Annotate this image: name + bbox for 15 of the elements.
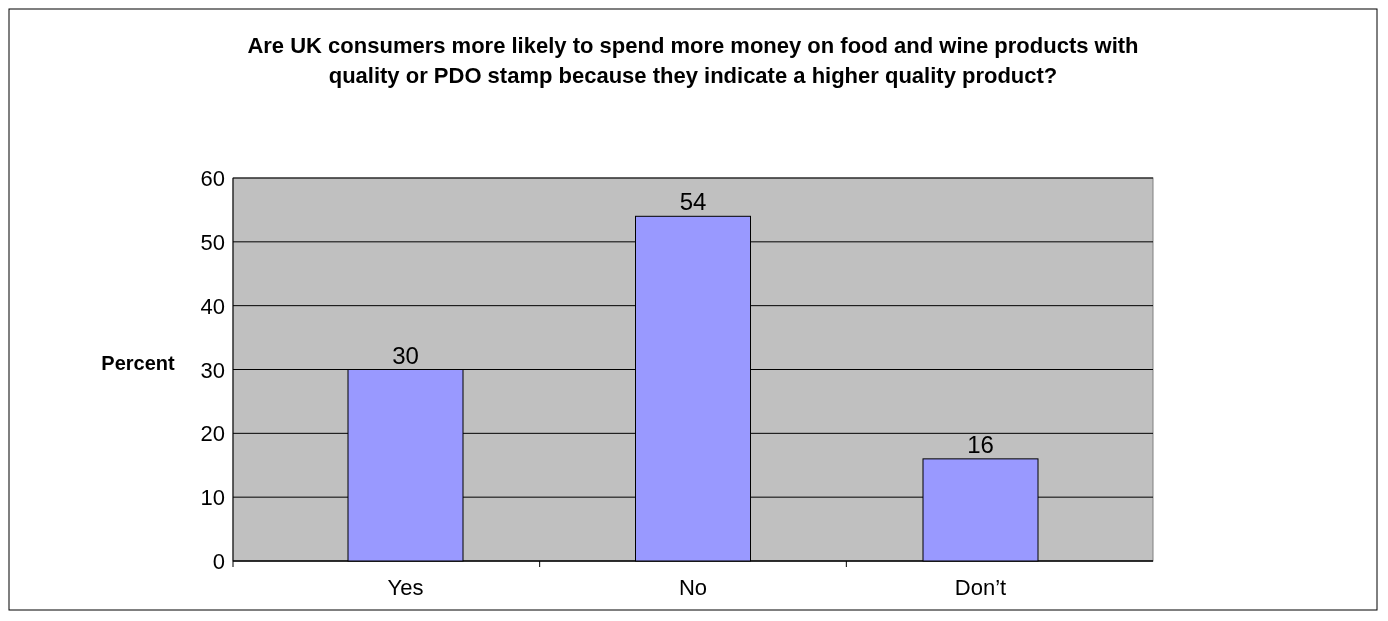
y-axis-title: Percent [101, 351, 176, 374]
y-tick-label: 30 [200, 357, 225, 383]
data-label: 54 [679, 188, 707, 216]
x-tick-label: Don’t [954, 575, 1007, 600]
y-tick-label: 0 [212, 549, 225, 574]
y-tick-label: 20 [200, 421, 225, 447]
chart-title: Are UK consumers more likely to spend more money on food and wine products with quality or PDO stamp because they indicate a higher quality product? [247, 33, 1139, 88]
y-tick-label: 60 [200, 166, 225, 191]
y-tick-label: 10 [200, 485, 225, 511]
y-tick-label: 40 [200, 293, 225, 319]
y-tick-label: 50 [200, 229, 225, 255]
x-tick-label: No [678, 575, 708, 600]
data-label: 30 [392, 341, 419, 369]
data-label: 16 [967, 430, 994, 458]
x-tick-label: Yes [387, 575, 424, 600]
